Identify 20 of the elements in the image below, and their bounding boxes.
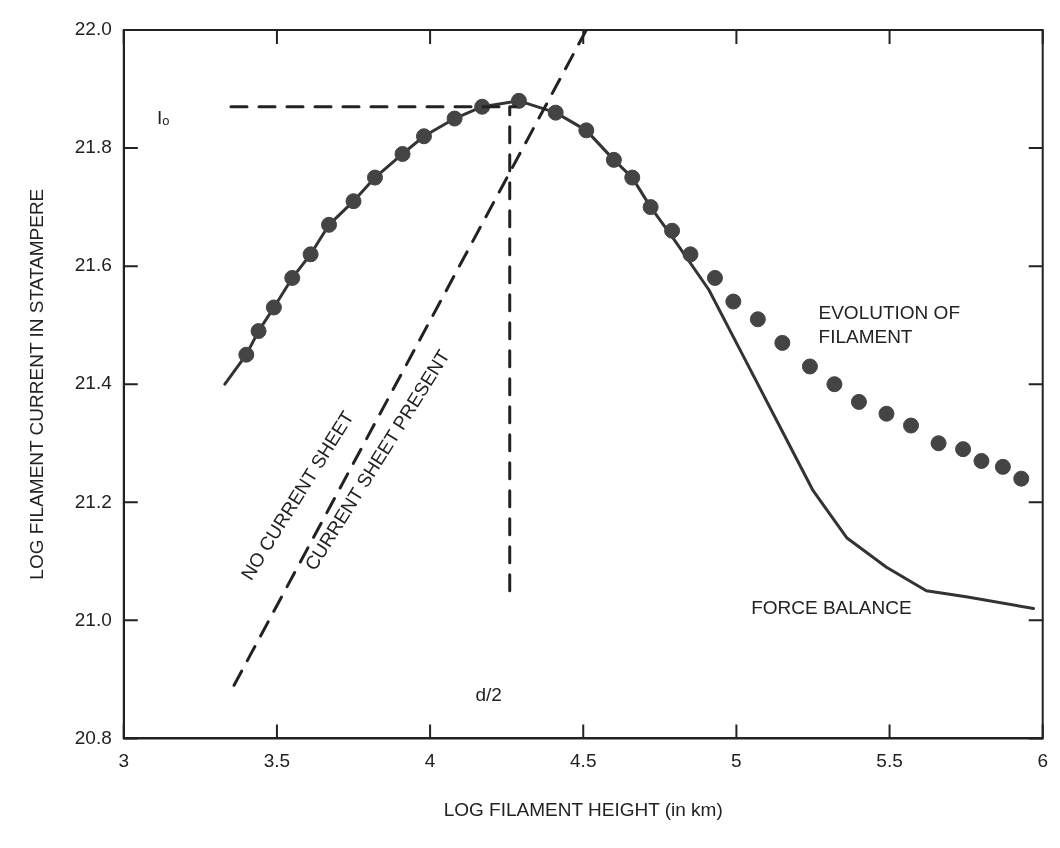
y-tick-label: 21.2 — [74, 490, 112, 512]
y-tick-label: 21.4 — [74, 372, 113, 394]
annotation: d/2 — [475, 684, 502, 706]
x-tick-label: 5.5 — [876, 750, 903, 772]
x-tick-label: 3 — [118, 750, 130, 772]
y-tick-label: 21.8 — [74, 136, 112, 158]
y-tick-label: 20.8 — [74, 726, 112, 748]
y-tick-label: 21.6 — [74, 254, 112, 276]
y-axis-title: LOG FILAMENT CURRENT IN STATAMPERE — [25, 188, 47, 580]
y-tick-label: 21.0 — [74, 608, 112, 630]
x-tick-label: 4.5 — [570, 750, 597, 772]
x-tick-label: 5 — [731, 750, 742, 772]
series-label: FORCE BALANCE — [751, 597, 912, 618]
y-tick-label: 22.0 — [74, 18, 112, 40]
x-tick-label: 6 — [1037, 750, 1049, 772]
annotation: Iₒ — [157, 106, 170, 128]
series-label: EVOLUTION OF FILAMENT — [818, 301, 960, 347]
x-axis-title: LOG FILAMENT HEIGHT (in km) — [443, 798, 723, 820]
x-tick-label: 3.5 — [263, 750, 291, 772]
x-tick-label: 4 — [424, 750, 436, 772]
